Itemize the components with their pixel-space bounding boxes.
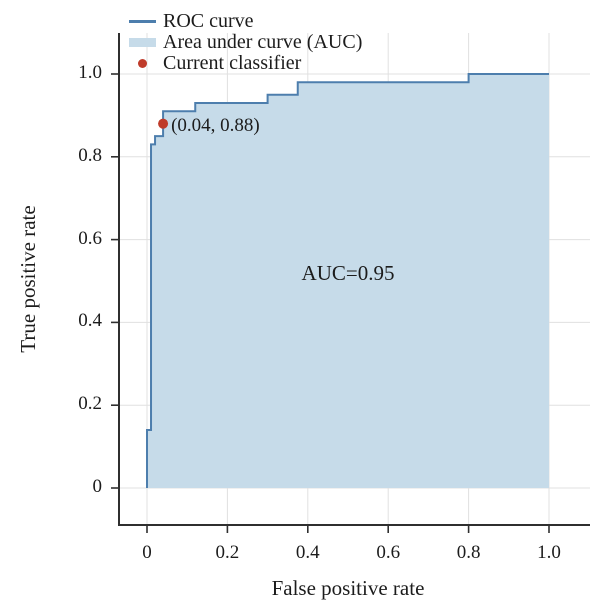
auc-area-swatch	[128, 38, 156, 47]
legend-label-auc-area: Area under curve (AUC)	[163, 31, 363, 53]
x-tick-label: 0.2	[215, 542, 240, 563]
y-tick-label: 0.6	[78, 227, 102, 249]
legend-item-roc-curve: ROC curve	[128, 11, 362, 32]
classifier-dot-swatch	[128, 59, 156, 68]
roc-curve-line-swatch	[128, 20, 156, 23]
legend: ROC curve Area under curve (AUC) Current…	[128, 11, 362, 74]
x-tick-label: 0.6	[376, 542, 401, 563]
legend-item-current-classifier: Current classifier	[128, 53, 362, 74]
x-tick-label: 0	[142, 542, 152, 563]
legend-label-current-classifier: Current classifier	[163, 52, 302, 74]
x-tick-label: 1.0	[537, 542, 561, 563]
y-axis-label: True positive rate	[16, 205, 40, 353]
x-tick-label: 0.8	[456, 542, 481, 563]
current-classifier-point	[158, 118, 169, 129]
x-axis-label: False positive rate	[271, 576, 425, 600]
legend-item-auc-area: Area under curve (AUC)	[128, 32, 362, 53]
auc-value-annotation: AUC=0.95	[301, 260, 395, 285]
roc-curve-line	[146, 73, 549, 488]
y-tick-label: 0.4	[78, 310, 102, 332]
y-tick-label: 1.0	[78, 62, 102, 83]
classifier-point-annotation: (0.04, 0.88)	[171, 114, 260, 136]
x-tick-label: 0.4	[295, 542, 320, 563]
y-tick-label: 0	[92, 476, 103, 497]
y-tick-label: 0.2	[78, 393, 102, 415]
legend-label-roc-curve: ROC curve	[163, 10, 254, 32]
auc-area-fill	[147, 74, 549, 488]
y-tick-label: 0.8	[78, 144, 102, 166]
